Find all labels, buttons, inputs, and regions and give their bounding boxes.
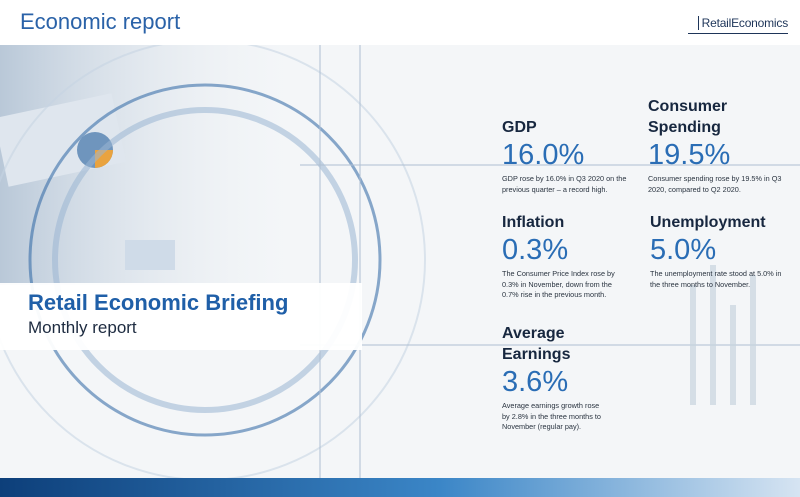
stat-label: Average Earnings	[502, 325, 571, 363]
header-title: Economic report	[20, 9, 181, 34]
stat-description: Consumer spending rose by 19.5% in Q3 20…	[648, 174, 782, 194]
footer-stripe	[0, 478, 800, 497]
stat-description: The Consumer Price Index rose by 0.3% in…	[502, 269, 615, 299]
stat-label: Inflation	[502, 214, 565, 231]
stat-label: GDP	[502, 119, 537, 136]
stat-description: The unemployment rate stood at 5.0% in t…	[650, 269, 782, 289]
title-band	[0, 283, 362, 350]
background-art	[0, 45, 800, 478]
stat-block: Consumer Spending 19.5% Consumer spending …	[648, 96, 783, 195]
stat-block: Unemployment 5.0% The unemployment rate st…	[650, 212, 785, 290]
briefing-subtitle: Monthly report	[28, 318, 137, 337]
stat-description: GDP rose by 16.0% in Q3 2020 on the prev…	[502, 174, 627, 194]
stat-value: 3.6%	[502, 366, 569, 398]
stat-block: Average Earnings 3.6% Average earnings gro…	[502, 323, 602, 433]
stat-value: 19.5%	[648, 139, 731, 171]
stat-value: 0.3%	[502, 234, 569, 266]
logo-rule	[688, 33, 788, 34]
stat-label: Consumer Spending	[648, 98, 728, 136]
stat-value: 5.0%	[650, 234, 717, 266]
stat-label: Unemployment	[650, 214, 766, 231]
stat-block: Inflation 0.3% The Consumer Price Index ro…	[502, 212, 627, 301]
stat-value: 16.0%	[502, 139, 585, 171]
stat-block: GDP 16.0% GDP rose by 16.0% in Q3 2020 on …	[502, 117, 627, 195]
briefing-title: Retail Economic Briefing	[28, 290, 289, 315]
header	[0, 0, 800, 45]
logo: RetailEconomics	[697, 16, 788, 30]
stat-description: Average earnings growth rose by 2.8% in …	[502, 401, 601, 431]
